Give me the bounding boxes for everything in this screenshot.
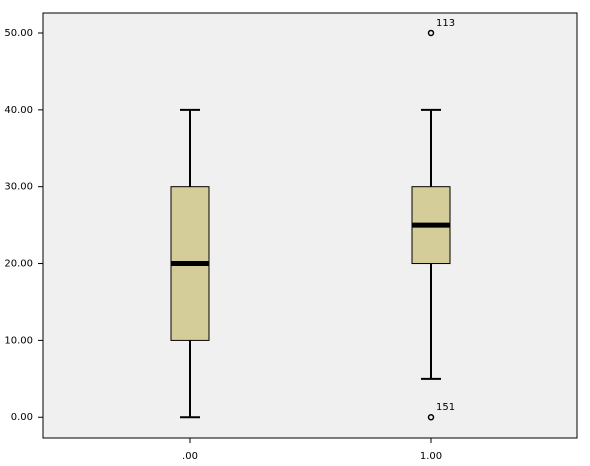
y-tick-label: 20.00 bbox=[4, 259, 33, 270]
y-tick-label: 50.00 bbox=[4, 28, 33, 39]
y-tick-label: 0.00 bbox=[11, 412, 33, 423]
outlier-label: 113 bbox=[436, 18, 455, 29]
outlier bbox=[427, 413, 435, 421]
outlier-label: 151 bbox=[436, 402, 455, 413]
x-tick-label: .00 bbox=[182, 451, 198, 462]
outlier bbox=[427, 29, 435, 37]
plot-area bbox=[42, 12, 578, 439]
y-tick-label: 10.00 bbox=[4, 335, 33, 346]
x-tick-label: 1.00 bbox=[420, 451, 442, 462]
y-tick-label: 40.00 bbox=[4, 105, 33, 116]
y-tick-label: 30.00 bbox=[4, 182, 33, 193]
